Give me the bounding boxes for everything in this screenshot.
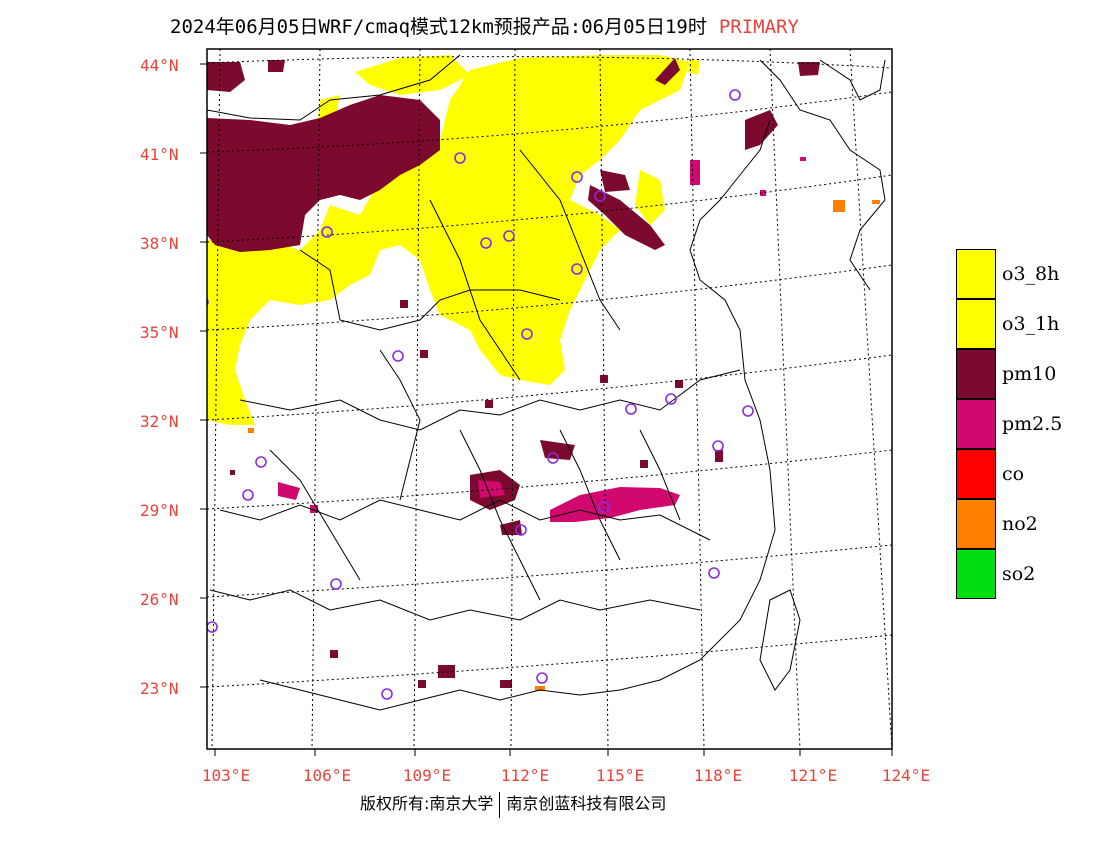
- legend-label: pm2.5: [1002, 413, 1063, 435]
- lon-label: 109°E: [402, 766, 452, 785]
- legend-swatch: [956, 299, 996, 349]
- axis-ticks: [200, 63, 893, 756]
- lon-label: 115°E: [595, 766, 645, 785]
- legend-item-o3-8h: o3_8h: [956, 249, 1086, 299]
- copyright-left: 版权所有:南京大学: [360, 794, 494, 813]
- station-markers: [207, 89, 754, 700]
- lat-label: 32°N: [140, 412, 179, 431]
- lon-label: 124°E: [881, 766, 931, 785]
- footer-divider: [499, 791, 501, 818]
- legend-swatch: [956, 249, 996, 299]
- lat-label: 35°N: [140, 323, 179, 342]
- pm10-region: [207, 58, 820, 678]
- lon-label: 121°E: [788, 766, 838, 785]
- map-title: 2024年06月05日WRF/cmaq模式12km预报产品:06月05日19时 P…: [170, 12, 799, 39]
- pollutant-legend: o3_8h o3_1h pm10 pm2.5 co no2 so2: [956, 249, 1086, 599]
- lon-label: 106°E: [302, 766, 352, 785]
- legend-item-co: co: [956, 449, 1086, 499]
- primary-tag: PRIMARY: [718, 16, 799, 38]
- lat-label: 26°N: [140, 590, 179, 609]
- lat-label: 38°N: [140, 234, 179, 253]
- lat-label: 41°N: [140, 145, 179, 164]
- legend-item-o3-1h: o3_1h: [956, 299, 1086, 349]
- map-title-text: 2024年06月05日WRF/cmaq模式12km预报产品:06月05日19时: [170, 16, 707, 38]
- legend-item-pm25: pm2.5: [956, 399, 1086, 449]
- lon-label: 118°E: [693, 766, 743, 785]
- legend-item-pm10: pm10: [956, 349, 1086, 399]
- map-frame: [206, 48, 893, 750]
- legend-swatch: [956, 399, 996, 449]
- legend-swatch: [956, 499, 996, 549]
- lat-label: 23°N: [140, 679, 179, 698]
- lon-label: 112°E: [500, 766, 550, 785]
- legend-swatch: [956, 449, 996, 499]
- legend-label: pm10: [1002, 363, 1057, 385]
- legend-label: co: [1002, 463, 1025, 485]
- legend-label: o3_8h: [1002, 263, 1060, 285]
- legend-item-no2: no2: [956, 499, 1086, 549]
- graticule: [207, 49, 892, 749]
- lat-label: 29°N: [140, 501, 179, 520]
- legend-swatch: [956, 549, 996, 599]
- legend-label: o3_1h: [1002, 313, 1060, 335]
- legend-label: so2: [1002, 563, 1036, 585]
- no2-region: [248, 200, 880, 691]
- copyright-footer: 版权所有:南京大学 南京创蓝科技有限公司: [360, 790, 666, 818]
- lat-label: 44°N: [140, 56, 179, 75]
- province-boundaries: [207, 54, 886, 711]
- o3-region: [207, 55, 700, 425]
- copyright-right: 南京创蓝科技有限公司: [506, 794, 667, 813]
- lon-label: 103°E: [201, 766, 251, 785]
- legend-label: no2: [1002, 513, 1038, 535]
- pm25-region: [278, 160, 700, 522]
- legend-item-so2: so2: [956, 549, 1086, 599]
- legend-swatch: [956, 349, 996, 399]
